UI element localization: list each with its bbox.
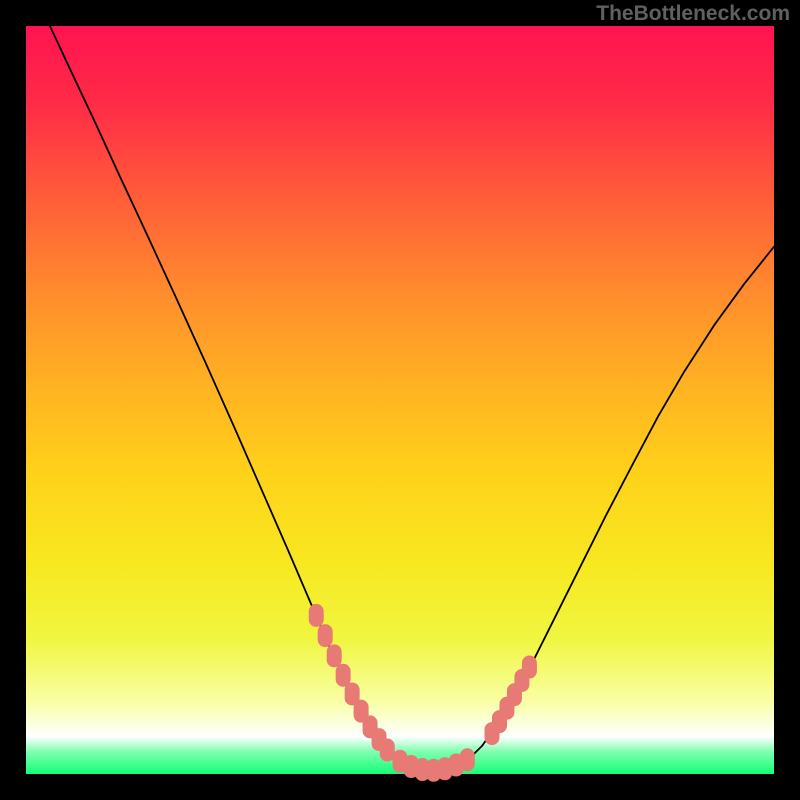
watermark-text: TheBottleneck.com <box>596 2 790 26</box>
bottleneck-curve-chart <box>0 0 800 800</box>
chart-frame: TheBottleneck.com <box>0 0 800 800</box>
data-marker <box>522 656 536 678</box>
gradient-background <box>26 26 774 774</box>
data-marker <box>318 625 332 647</box>
data-marker <box>327 645 341 667</box>
data-marker <box>336 664 350 686</box>
data-marker <box>460 749 474 771</box>
data-marker <box>309 604 323 626</box>
data-marker <box>380 739 394 761</box>
